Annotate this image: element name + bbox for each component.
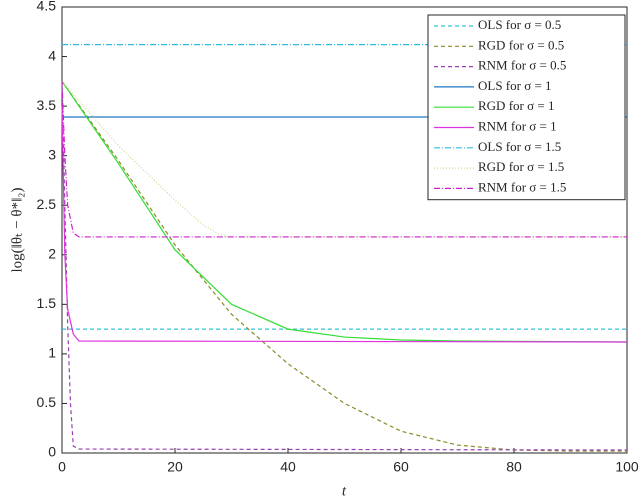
line — [61, 81, 627, 238]
line — [61, 106, 628, 343]
legend-label: RNM for σ = 0.5 — [478, 58, 566, 73]
y-tick-label: 0.5 — [37, 394, 57, 410]
legend-label: OLS for σ = 1 — [478, 78, 552, 93]
y-tick-label: 1.5 — [37, 295, 57, 311]
line — [61, 81, 628, 451]
x-tick-label: 0 — [58, 459, 66, 475]
legend-label: OLS for σ = 1.5 — [478, 139, 561, 154]
y-axis-label: log(‖θₜ − θ*‖₂) — [9, 187, 25, 272]
y-tick-label: 0 — [48, 444, 56, 460]
legend-label: RGD for σ = 1 — [478, 98, 554, 113]
legend-label: RNM for σ = 1.5 — [478, 179, 566, 194]
y-tick-label: 3.5 — [37, 97, 57, 113]
legend-label: OLS for σ = 0.5 — [478, 17, 561, 32]
legend-label: RGD for σ = 0.5 — [478, 37, 564, 52]
x-tick-label: 60 — [393, 459, 409, 475]
line — [61, 80, 628, 343]
y-tick-label: 3 — [48, 146, 56, 162]
y-tick-label: 1 — [48, 345, 56, 361]
line — [61, 80, 627, 452]
x-axis-label: t — [342, 483, 347, 499]
y-tick-label: 4 — [48, 47, 56, 63]
x-tick-label: 20 — [167, 459, 183, 475]
line — [61, 80, 627, 238]
x-tick-label: 100 — [615, 459, 639, 475]
y-tick-label: 2 — [48, 245, 56, 261]
x-tick-label: 40 — [280, 459, 296, 475]
y-tick-label: 2.5 — [37, 196, 57, 212]
legend-label: RGD for σ = 1.5 — [478, 159, 564, 174]
legend-label: RNM for σ = 1 — [478, 118, 557, 133]
x-tick-label: 80 — [506, 459, 522, 475]
y-tick-label: 4.5 — [37, 0, 57, 14]
